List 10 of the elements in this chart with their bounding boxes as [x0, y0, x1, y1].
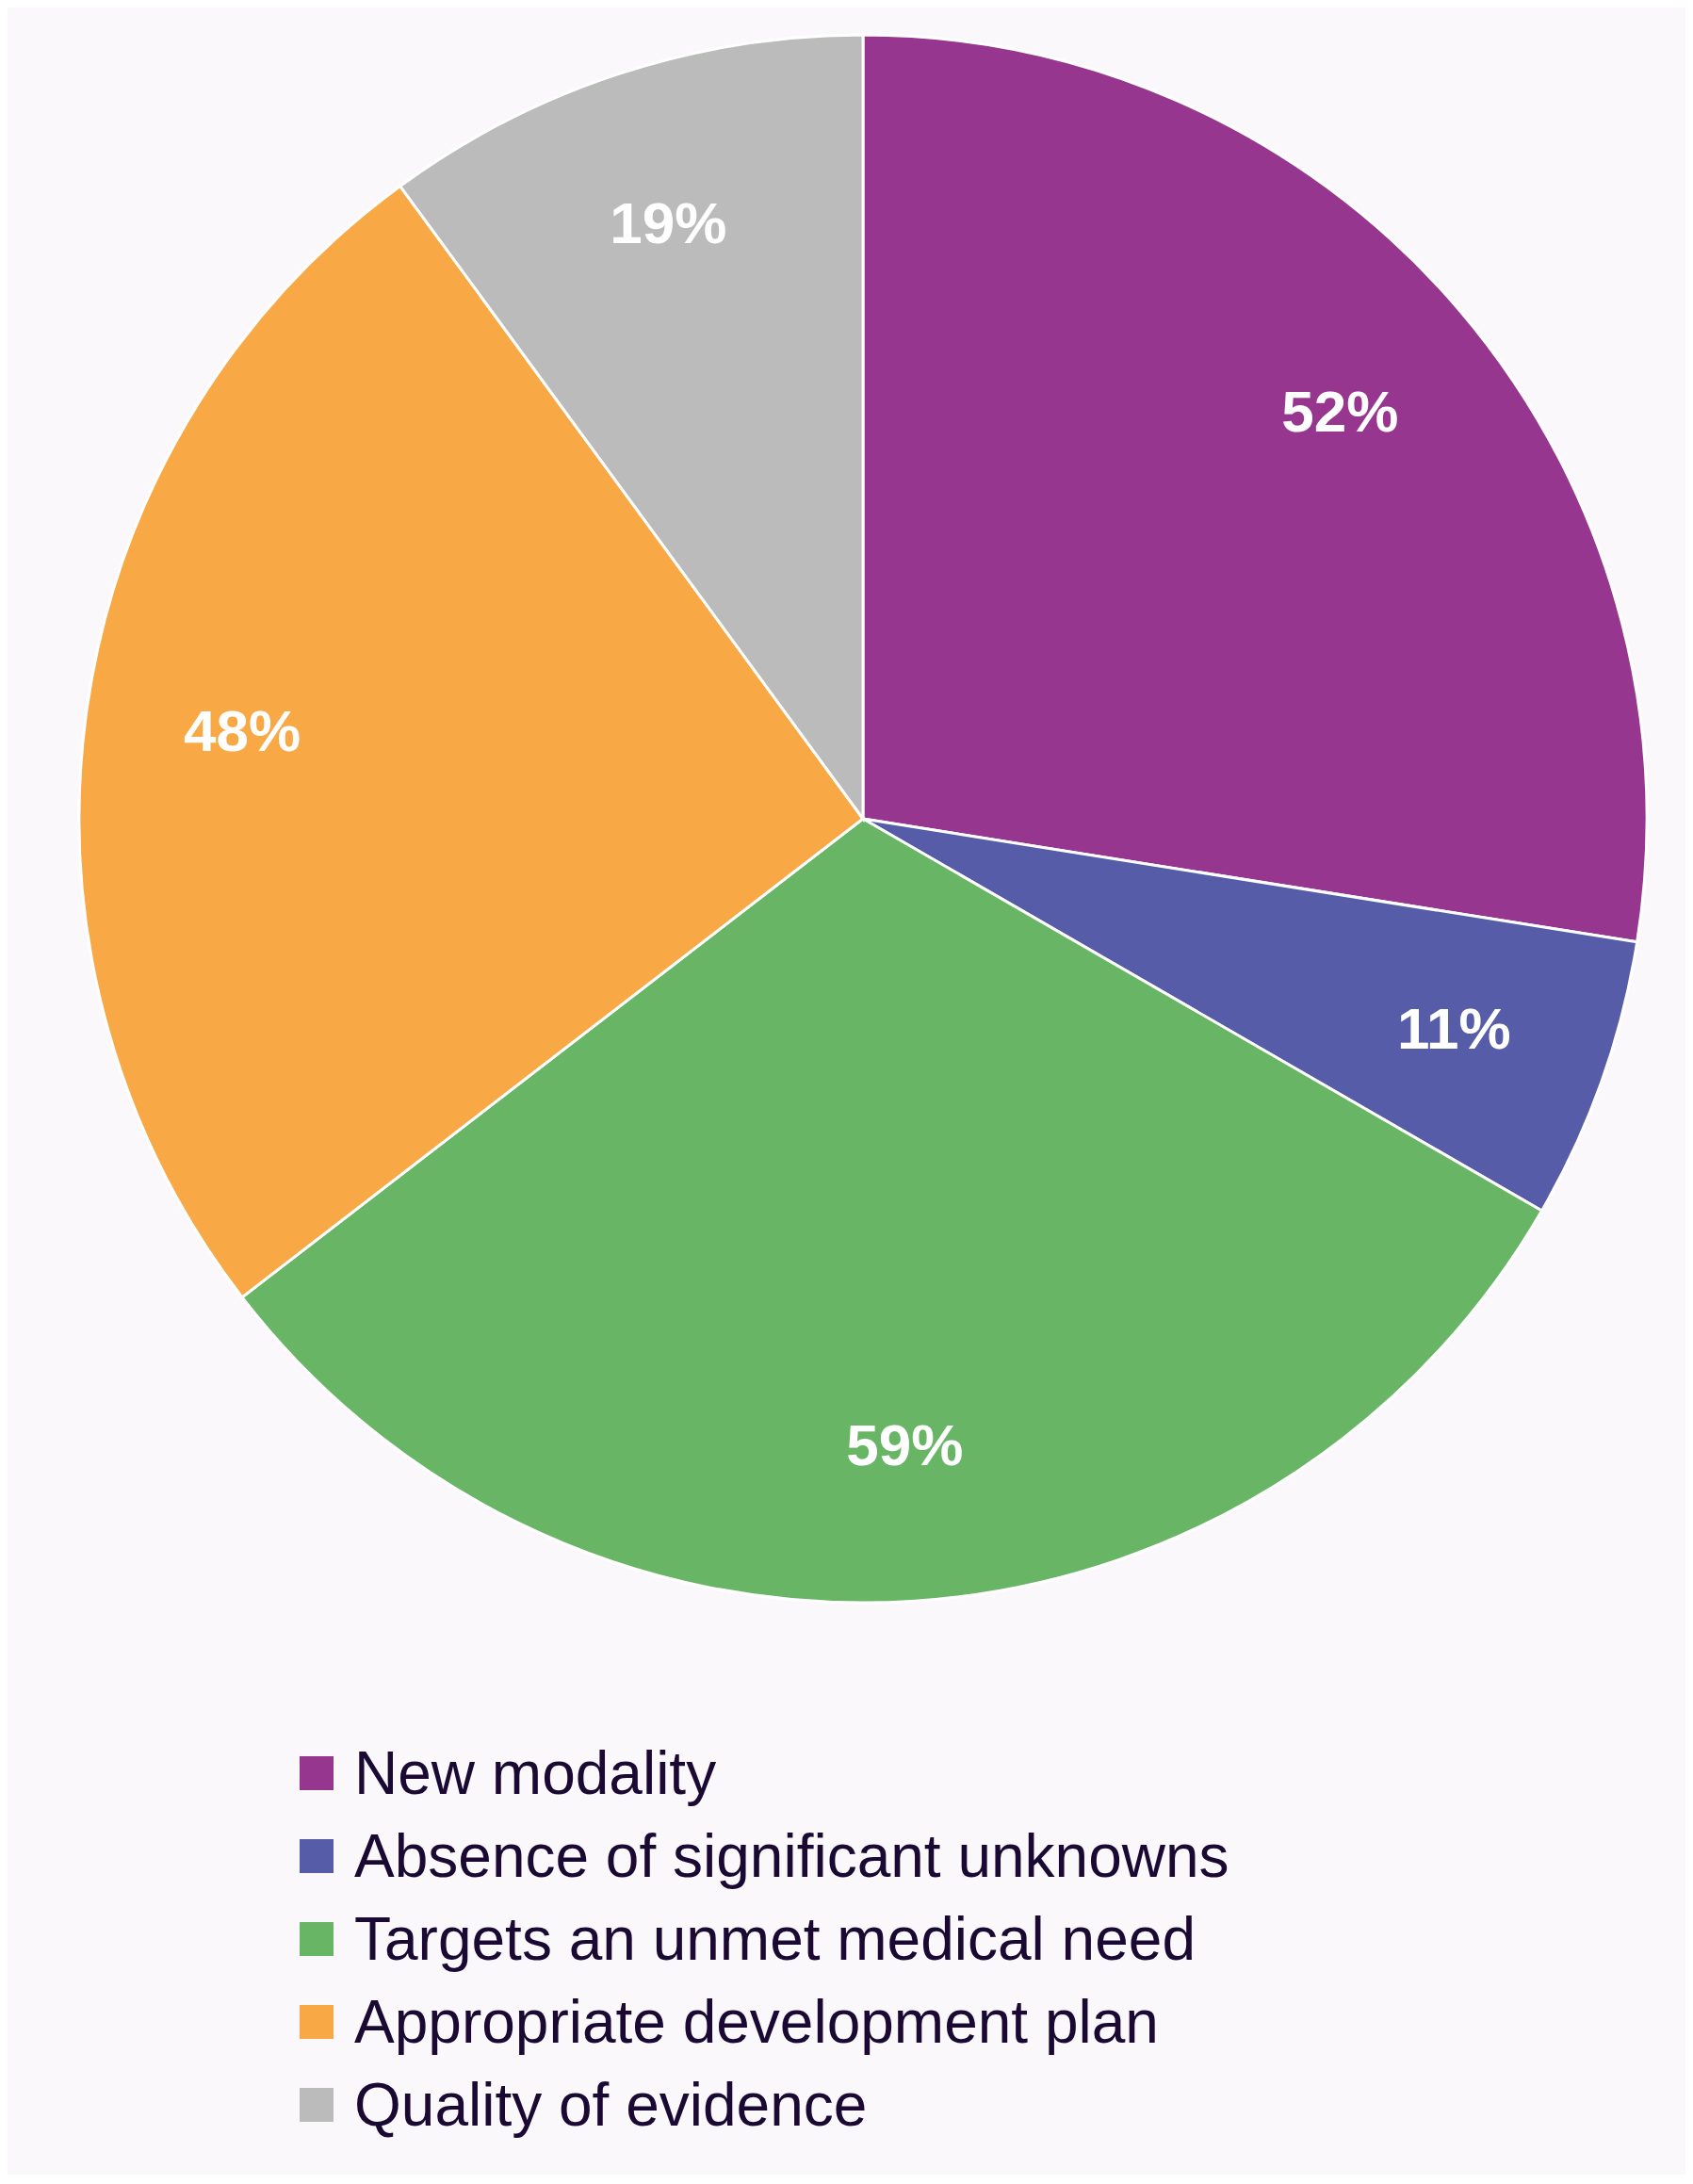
data-label: 11%	[1396, 995, 1511, 1061]
data-label: 19%	[610, 189, 727, 255]
legend-label: Absence of significant unknowns	[354, 1821, 1229, 1892]
legend-label: Quality of evidence	[354, 2070, 868, 2141]
data-label: 48%	[183, 697, 301, 763]
data-label: 59%	[846, 1411, 964, 1477]
data-label: 52%	[1281, 379, 1399, 445]
legend-label: Appropriate development plan	[354, 1987, 1159, 2058]
legend-label: Targets an unmet medical need	[354, 1904, 1196, 1975]
legend-label: New modality	[354, 1738, 717, 1809]
